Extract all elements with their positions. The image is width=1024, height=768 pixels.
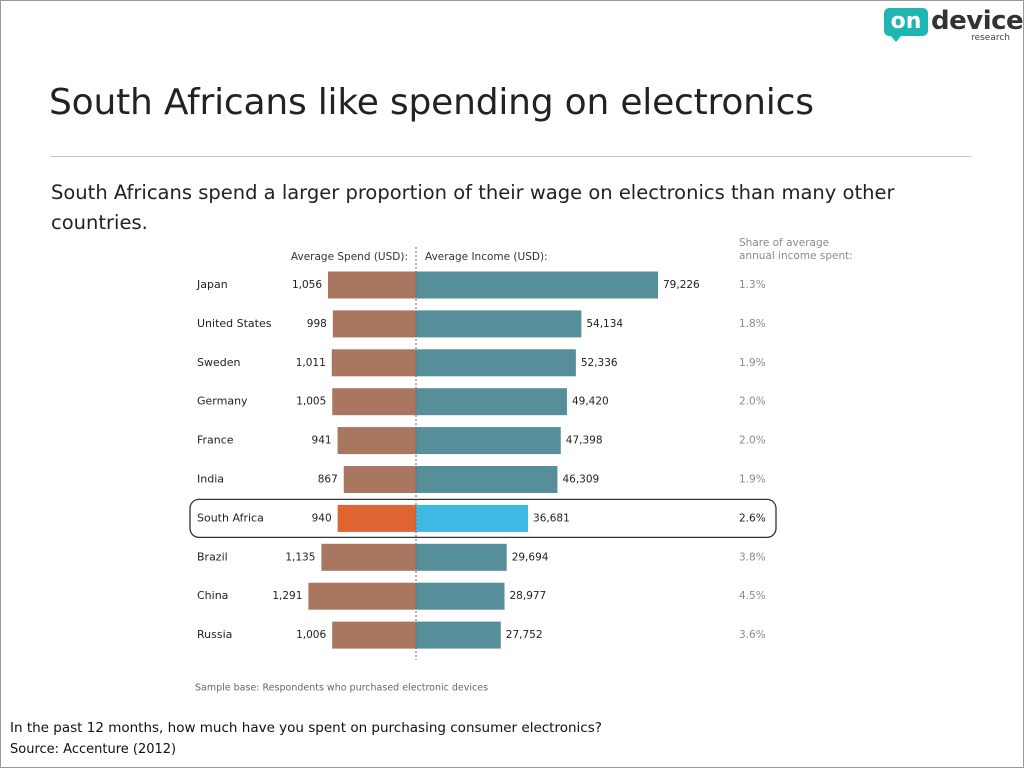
spend-bar: [328, 271, 416, 299]
spend-value-label: 1,011: [296, 357, 326, 369]
country-label: Brazil: [197, 550, 228, 563]
share-value: 1.9%: [739, 357, 766, 369]
income-bar: [416, 349, 576, 377]
share-value: 1.8%: [739, 318, 766, 330]
country-label: United States: [197, 317, 272, 330]
sample-base-note: Sample base: Respondents who purchased e…: [195, 683, 488, 694]
income-bar: [416, 621, 501, 649]
spend-value-label: 941: [312, 435, 332, 447]
share-value: 2.0%: [739, 435, 766, 447]
spend-bar: [337, 504, 416, 532]
spend-value-label: 867: [318, 474, 338, 486]
source-note: Source: Accenture (2012): [10, 742, 177, 757]
country-label: Russia: [197, 628, 232, 641]
country-label: Germany: [197, 395, 248, 408]
spend-bar: [332, 621, 416, 649]
slide-subtitle: South Africans spend a larger proportion…: [51, 181, 895, 234]
income-value-label: 36,681: [533, 512, 570, 524]
income-bar: [416, 427, 561, 455]
country-label: China: [197, 589, 228, 602]
spend-value-label: 1,291: [272, 590, 302, 602]
share-value: 2.0%: [739, 396, 766, 408]
spend-bar: [331, 349, 416, 377]
income-value-label: 79,226: [663, 279, 700, 291]
logo-device-text: device: [931, 6, 1024, 36]
spend-header: Average Spend (USD):: [291, 251, 408, 263]
spend-value-label: 1,005: [296, 396, 326, 408]
income-bar: [416, 271, 658, 299]
spend-value-label: 1,056: [292, 279, 322, 291]
share-header-line1: Share of average: [739, 237, 829, 249]
country-label: Japan: [196, 278, 228, 291]
logo-research-text: research: [971, 33, 1010, 43]
share-header-line2: annual income spent:: [739, 250, 853, 262]
country-label: India: [197, 473, 224, 486]
spend-bar: [332, 310, 416, 338]
survey-question: In the past 12 months, how much have you…: [10, 720, 602, 736]
income-value-label: 52,336: [581, 357, 618, 369]
country-label: Sweden: [197, 356, 240, 369]
income-bar: [416, 543, 507, 571]
title-divider: [50, 156, 972, 157]
spend-bar: [321, 543, 416, 571]
income-bar: [416, 504, 529, 532]
income-header: Average Income (USD):: [425, 251, 548, 263]
spend-bar: [337, 427, 416, 455]
income-bar: [416, 466, 558, 493]
spend-value-label: 940: [312, 512, 332, 524]
income-bar: [416, 582, 505, 610]
income-value-label: 27,752: [506, 629, 543, 641]
income-value-label: 29,694: [512, 551, 549, 563]
share-value: 2.6%: [739, 512, 766, 524]
income-value-label: 49,420: [572, 396, 609, 408]
income-value-label: 47,398: [566, 435, 603, 447]
spend-bar: [308, 582, 416, 610]
spend-value-label: 998: [307, 318, 327, 330]
slide-title: South Africans like spending on electron…: [49, 82, 814, 123]
income-bar: [416, 310, 582, 338]
share-value: 1.9%: [739, 474, 766, 486]
spend-bar: [343, 466, 416, 493]
income-value-label: 28,977: [510, 590, 547, 602]
share-value: 1.3%: [739, 279, 766, 291]
country-label: South Africa: [197, 511, 264, 524]
spend-bar: [332, 388, 416, 416]
income-value-label: 54,134: [586, 318, 623, 330]
share-value: 4.5%: [739, 590, 766, 602]
income-bar: [416, 388, 567, 416]
share-value: 3.6%: [739, 629, 766, 641]
country-label: France: [197, 434, 234, 447]
highlight-frame: [189, 498, 777, 539]
logo-on-badge: on: [884, 8, 928, 42]
ondevice-logo: on device research: [884, 6, 1024, 44]
spend-value-label: 1,135: [285, 551, 315, 563]
income-value-label: 46,309: [562, 474, 599, 486]
spend-value-label: 1,006: [296, 629, 326, 641]
share-value: 3.8%: [739, 551, 766, 563]
